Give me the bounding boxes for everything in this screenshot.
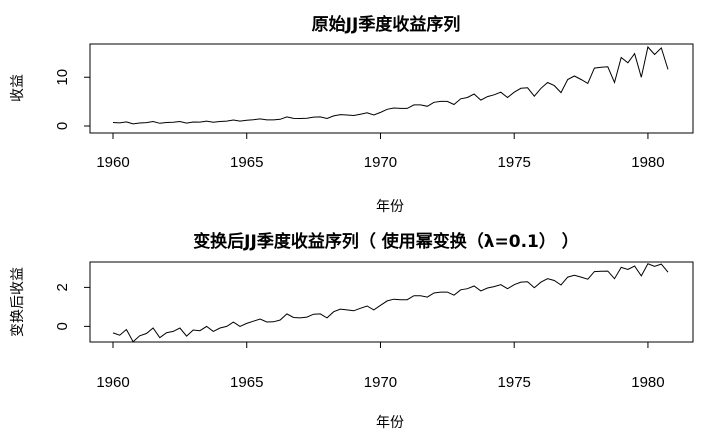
y-tick-label: 0 [54, 322, 71, 330]
top-x-axis-label: 年份 [376, 199, 404, 215]
bottom-x-axis: 1960 1965 1970 1975 1980 [96, 342, 665, 391]
bottom-plot-frame [89, 261, 694, 343]
bottom-y-axis-label: 变换后收益 [9, 267, 26, 337]
top-series-line [112, 45, 669, 125]
x-tick-label: 1980 [631, 374, 664, 391]
bottom-y-axis: 02 [54, 283, 90, 331]
x-tick-label: 1970 [364, 154, 397, 171]
bottom-x-axis-label: 年份 [376, 415, 404, 431]
x-tick-label: 1975 [498, 374, 531, 391]
top-x-axis: 1960 1965 1970 1975 1980 [96, 133, 665, 171]
y-tick-label: 2 [54, 283, 71, 291]
x-tick-label: 1960 [96, 374, 129, 391]
bottom-chart-panel: 变换后JJ季度收益序列（ 使用幂变换（λ=0.1） ） 02 1960 1965 1… [9, 231, 694, 431]
x-tick-label: 1960 [96, 154, 129, 171]
y-tick-label: 0 [54, 122, 71, 130]
top-y-axis: 0 10 [54, 69, 90, 130]
top-y-axis-label: 收益 [10, 74, 26, 102]
top-chart-panel: 原始JJ季度收益序列 0 10 1960 1965 1970 1975 1980 收益 年… [10, 14, 694, 215]
y-tick-label: 10 [54, 69, 71, 86]
bottom-series-line [112, 263, 669, 343]
x-tick-label: 1980 [631, 154, 664, 171]
x-tick-label: 1970 [364, 374, 397, 391]
x-tick-label: 1965 [230, 374, 263, 391]
top-chart-title: 原始JJ季度收益序列 [312, 14, 461, 35]
x-tick-label: 1975 [498, 154, 531, 171]
bottom-chart-title: 变换后JJ季度收益序列（ 使用幂变换（λ=0.1） ） [193, 231, 579, 252]
x-tick-label: 1965 [230, 154, 263, 171]
top-plot-frame [89, 43, 694, 134]
